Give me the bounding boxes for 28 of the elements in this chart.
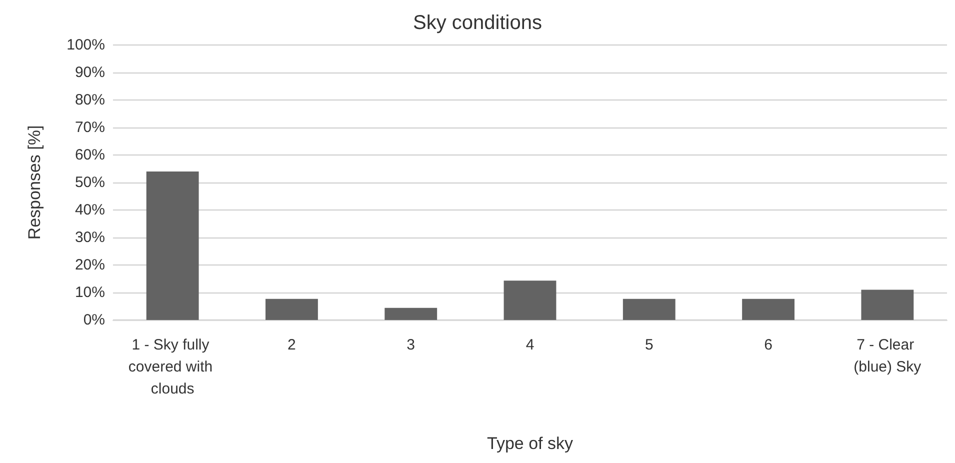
y-tick-label: 50%	[74, 174, 105, 191]
x-tick-label: 7 - Clear (blue) Sky	[854, 336, 922, 376]
y-tick-label: 40%	[74, 202, 105, 218]
y-tick-label: 20%	[74, 256, 105, 274]
y-tick-label: 0%	[83, 312, 105, 328]
x-tick-label: 6	[764, 336, 772, 354]
bar	[861, 290, 914, 320]
y-tick-label: 10%	[74, 284, 105, 301]
y-tick-label: 90%	[74, 64, 105, 81]
bar	[146, 172, 199, 320]
x-tick-label: 5	[644, 336, 654, 354]
chart-title: Sky conditions	[413, 12, 542, 34]
bar	[266, 298, 318, 320]
bar	[384, 308, 438, 320]
y-tick-label: 80%	[74, 92, 105, 108]
bar	[504, 280, 556, 320]
x-tick-label: 4	[526, 336, 534, 354]
y-axis-title: Responses [%]	[25, 125, 44, 240]
bar	[622, 298, 676, 320]
y-tick-label: 70%	[74, 119, 105, 136]
x-axis-title: Type of sky	[487, 434, 574, 453]
x-tick-label: 3	[406, 336, 416, 354]
y-tick-label: 60%	[74, 146, 105, 164]
x-tick-label: 2	[288, 336, 296, 354]
y-tick-label: 30%	[74, 229, 105, 246]
y-tick-label: 100%	[66, 36, 105, 54]
bar	[742, 298, 794, 320]
x-tick-label: 1 - Sky fully covered with clouds	[128, 336, 217, 398]
